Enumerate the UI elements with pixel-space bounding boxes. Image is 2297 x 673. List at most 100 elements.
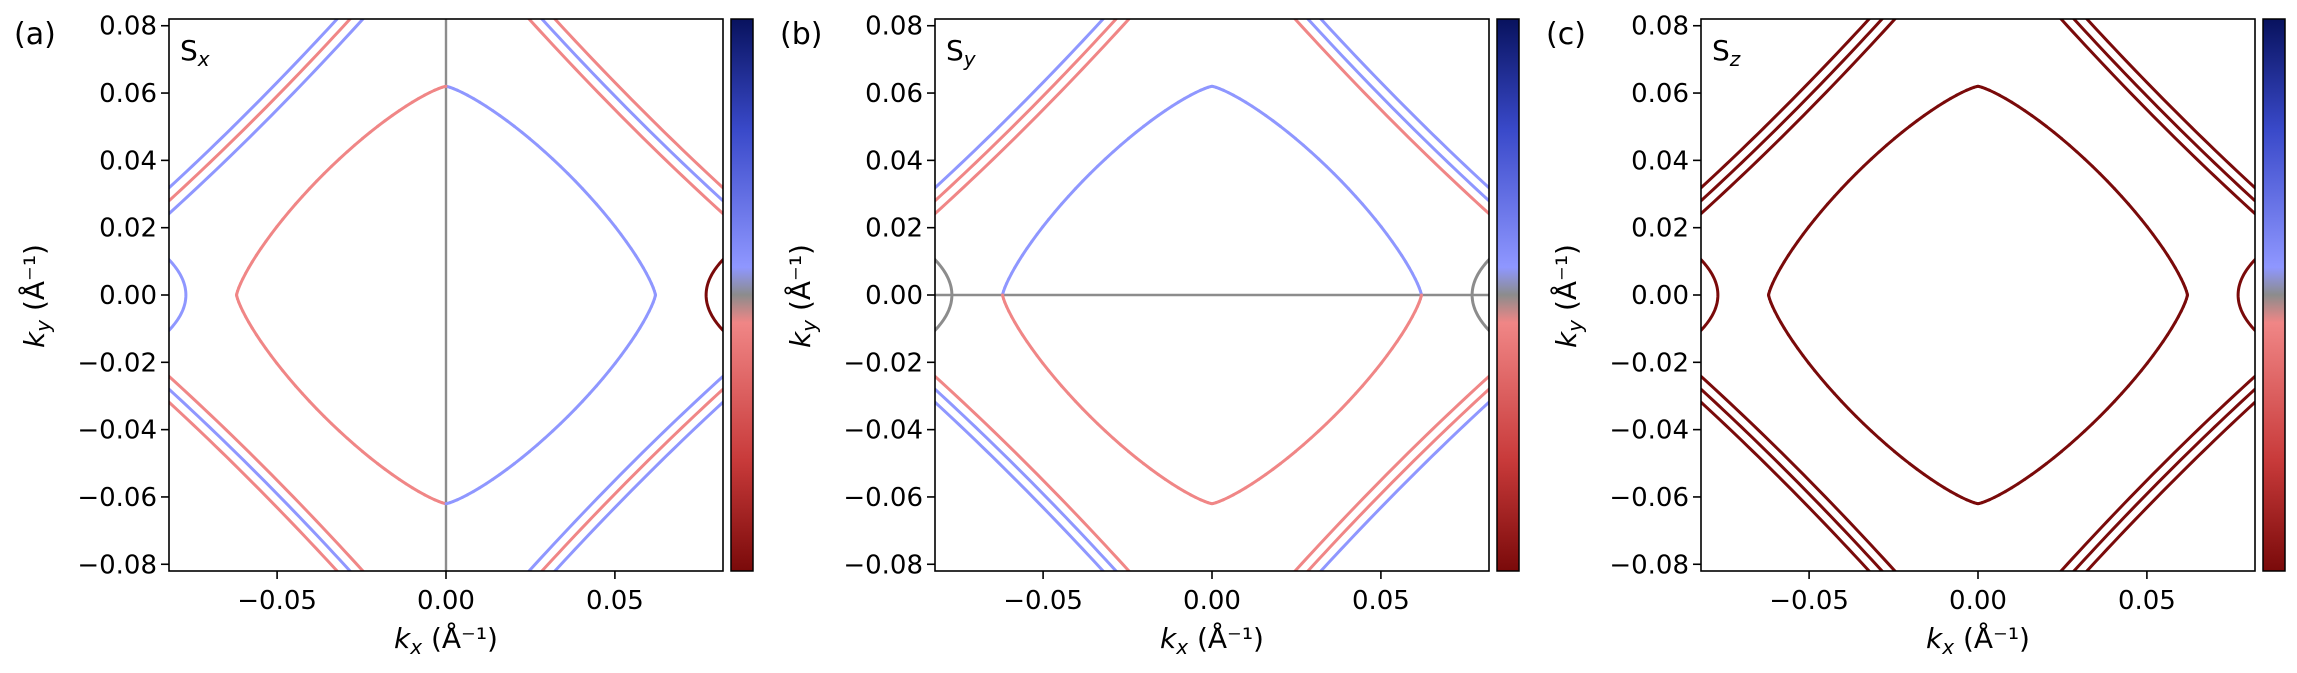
panel-a-inner-pocket-segment (269, 225, 279, 236)
panel-b-inner-pocket-segment (1301, 436, 1313, 447)
panel-b-inner-pocket-segment (1096, 157, 1107, 168)
panel-c-inner-pocket-segment (2098, 172, 2109, 183)
panel-b-inner-pocket-segment (1271, 462, 1282, 471)
panel-b-inner-pocket-segment (1332, 172, 1343, 183)
panel-b-inner-pocket-segment (1053, 376, 1064, 388)
panel-a-side-pocket-right (704, 257, 723, 333)
panel-b-corner-band (935, 374, 1131, 571)
panel-a-label: (a) (14, 17, 56, 52)
panel-a-inner-pocket-segment (558, 164, 570, 176)
panel-b-inner-pocket-segment (1354, 194, 1364, 206)
panel-a-corner-band (169, 400, 340, 571)
panel-a-ytick-label: −0.06 (77, 483, 157, 513)
panel-c-ytick-label: 0.08 (1631, 12, 1689, 42)
panel-a-inner-pocket-segment (528, 443, 539, 453)
panel-c-inner-pocket-segment (2139, 361, 2149, 373)
panel-a-inner-pocket-segment (360, 130, 372, 141)
panel-a-inner-pocket-segment (337, 429, 349, 440)
panel-c-inner-pocket-segment (2037, 462, 2048, 471)
panel-a-inner-pocket-segment (581, 392, 592, 403)
panel-b-inner-pocket-segment (1278, 456, 1290, 466)
panel-c-inner-pocket-segment (1826, 194, 1836, 206)
panel-a-corner-band (169, 387, 353, 571)
panel-a-corner-band (539, 19, 723, 203)
panel-b-inner-pocket-segment (1088, 164, 1100, 176)
panel-a-ytick-label: 0.06 (99, 79, 157, 109)
panel-a-inner-pocket-segment (512, 456, 524, 466)
panel-a-inner-pocket-segment (601, 369, 611, 380)
panel-a-inner-pocket-segment (551, 422, 562, 433)
panel-b-inner-pocket-segment (1119, 137, 1130, 147)
panel-c-inner-pocket-segment (2113, 392, 2124, 403)
panel-b-inner-pocket-segment (1119, 443, 1130, 453)
panel-b-corner-band (1305, 19, 1489, 203)
panel-a-inner-pocket-segment (601, 210, 611, 221)
panel-a-inner-pocket-segment (566, 172, 577, 183)
panel-c-side-pocket-left (1701, 257, 1720, 333)
panel-b-inner-pocket-segment (1142, 119, 1153, 128)
panel-a-inner-pocket-segment (345, 143, 357, 154)
panel-b-inner-pocket-segment (1041, 217, 1051, 229)
panel-b-inner-pocket-segment (1073, 179, 1085, 191)
panel-c-xtick-label: 0.00 (1949, 586, 2007, 616)
panel-c-corner-band (1701, 400, 1872, 571)
panel-c-corner-band (1701, 19, 1872, 190)
panel-a-xtick-label: 0.00 (417, 586, 475, 616)
panel-b: 0.08 0.06 0.04 0.02 0.00 −0.02 −0.04 −0.06 −0.08… (780, 12, 1520, 659)
panel-a-inner-pocket-segment (573, 399, 585, 411)
panel-c-inner-pocket-segment (1847, 172, 1858, 183)
panel-b-contours (935, 19, 1489, 571)
panel-c-ytick-label: −0.04 (1609, 416, 1689, 446)
panel-c-corner-band (2084, 19, 2255, 190)
panel-a-xtick-label: 0.05 (586, 586, 644, 616)
panel-b-inner-pocket-segment (1126, 449, 1138, 460)
panel-c-inner-pocket-segment (1885, 137, 1896, 147)
panel-b-ytick-label: −0.08 (843, 550, 923, 580)
panel-c-inner-pocket-segment (1877, 143, 1889, 154)
panel-c-inner-pocket-segment (2044, 124, 2056, 134)
panel-a-inner-pocket-segment (607, 217, 617, 229)
panel-b-inner-pocket-segment (1060, 384, 1070, 396)
panel-a-inner-pocket-segment (520, 449, 532, 460)
panel-c-axes-frame (1700, 18, 2256, 572)
panel-b-corner-band (1318, 400, 1489, 571)
panel-c-inner-pocket-segment (2113, 187, 2124, 198)
panel-a-inner-pocket-segment (368, 456, 380, 466)
panel-a-inner-pocket-segment (287, 376, 298, 388)
panel-c-inner-pocket-segment (2037, 119, 2048, 128)
panel-b-inner-pocket-segment (1294, 443, 1305, 453)
panel-b-inner-pocket-segment (1309, 150, 1321, 161)
panel-c-inner-pocket-segment (1819, 376, 1830, 388)
panel-a-inner-pocket-segment (613, 225, 623, 236)
panel-b-inner-pocket-segment (1286, 449, 1298, 460)
panel-a-xtick-label: −0.05 (237, 586, 317, 616)
panel-b-inner-pocket-segment (1041, 361, 1051, 373)
panel-b-inner-pocket-segment (1073, 399, 1085, 411)
panel-c-xtick-label: 0.05 (2118, 586, 2176, 616)
panel-c-inner-pocket-segment (1832, 187, 1843, 198)
panel-a-inner-pocket-segment (535, 436, 547, 447)
panel-a: 0.08 0.06 0.04 0.02 0.00 −0.02 −0.04 −0.06 −0.08… (14, 12, 754, 659)
panel-b-inner-pocket-segment (1373, 361, 1383, 373)
panel-c-inner-pocket-segment (1807, 217, 1817, 229)
panel-b-xtick-label: 0.05 (1352, 586, 1410, 616)
panel-b-corner-band (1293, 19, 1489, 216)
panel-a-ytick-label: −0.02 (77, 348, 157, 378)
panel-c-inner-pocket-segment (1877, 436, 1889, 447)
panel-c-title: Sz (1712, 34, 1741, 71)
panel-b-corner-band (935, 387, 1119, 571)
panel-a-inner-pocket-segment (581, 187, 592, 198)
panel-c-inner-pocket-segment (1892, 130, 1904, 141)
panel-a-inner-pocket-segment (376, 119, 387, 128)
panel-c-inner-pocket-segment (1826, 384, 1836, 396)
panel-c-inner-pocket-segment (2098, 407, 2109, 418)
panel-a-corner-band (169, 19, 365, 216)
panel-c-inner-pocket-segment (1854, 414, 1866, 426)
panel-b-ytick-label: −0.02 (843, 348, 923, 378)
panel-a-inner-pocket-segment (551, 157, 562, 168)
panel-c-inner-pocket-segment (1908, 462, 1919, 471)
panel-c-inner-pocket-segment (2044, 456, 2056, 466)
panel-c-corner-band (2071, 387, 2255, 571)
panel-c-inner-pocket-segment (1854, 164, 1866, 176)
